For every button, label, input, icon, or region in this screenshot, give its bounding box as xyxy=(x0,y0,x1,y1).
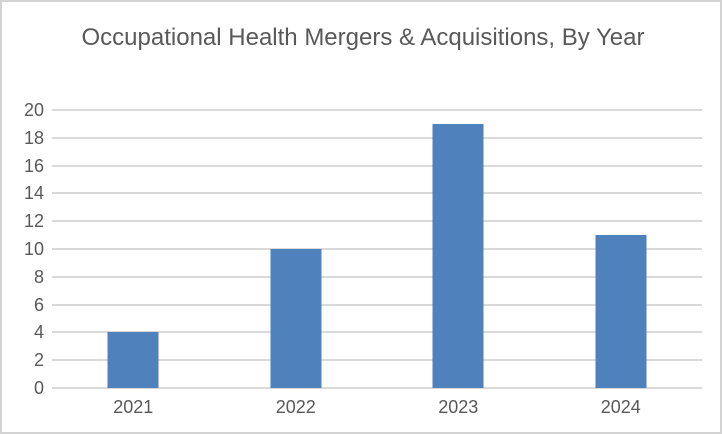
gridline xyxy=(52,331,702,334)
gridline xyxy=(52,248,702,250)
gridline xyxy=(52,164,702,167)
y-axis-label: 0 xyxy=(33,378,44,398)
x-axis-label: 2024 xyxy=(600,397,641,417)
x-axis-label: 2021 xyxy=(113,397,154,417)
y-axis-label: 16 xyxy=(23,155,44,176)
x-axis-line xyxy=(52,387,702,389)
gridline xyxy=(52,220,702,223)
chart-title: Occupational Health Mergers & Acquisitio… xyxy=(81,24,645,51)
gridline xyxy=(52,275,702,278)
y-axis-label: 2 xyxy=(33,350,44,371)
y-axis: 0 2 4 6 8 10 12 14 16 18 20 xyxy=(2,101,44,397)
y-axis-label: 10 xyxy=(23,239,44,259)
y-axis-label: 6 xyxy=(33,294,44,315)
x-axis-label: 2022 xyxy=(275,397,316,417)
y-axis-label: 4 xyxy=(33,322,44,343)
gridline xyxy=(52,109,702,111)
gridline xyxy=(52,192,702,195)
y-axis-label: 12 xyxy=(23,211,44,232)
x-axis: 2021 2022 2023 2024 xyxy=(52,398,702,422)
y-axis-label: 14 xyxy=(23,183,44,204)
bar-2021 xyxy=(107,332,159,388)
bar-2022 xyxy=(270,249,322,388)
y-axis-label: 20 xyxy=(23,100,44,120)
bar-2024 xyxy=(595,235,647,388)
plot-area xyxy=(52,109,702,389)
x-axis-label: 2023 xyxy=(438,397,479,417)
gridline xyxy=(52,359,702,362)
bar-2023 xyxy=(432,123,484,388)
gridline xyxy=(52,303,702,306)
gridline xyxy=(52,136,702,139)
y-axis-label: 8 xyxy=(33,266,44,287)
y-axis-label: 18 xyxy=(23,127,44,148)
